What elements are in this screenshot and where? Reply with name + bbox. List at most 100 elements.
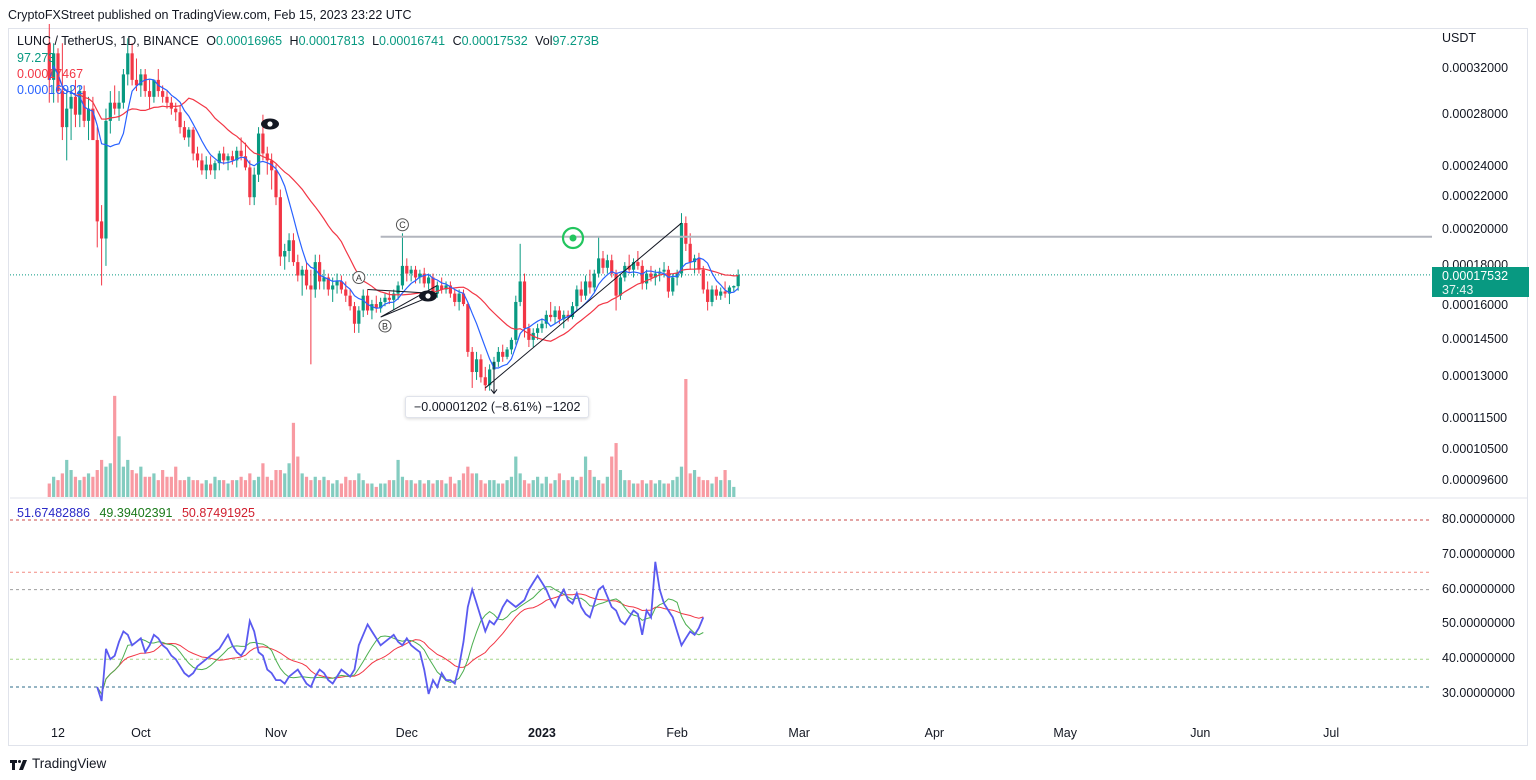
price-axis-tick: 0.00024000 — [1442, 159, 1509, 174]
candle-body — [427, 277, 431, 284]
candle-body — [514, 301, 518, 340]
candle-body — [283, 251, 287, 257]
price-axis-tick: 0.00022000 — [1442, 189, 1509, 204]
volume-bar — [583, 456, 588, 497]
volume-bar — [396, 459, 400, 497]
volume-bar — [400, 476, 405, 497]
volume-layer — [47, 379, 736, 497]
candle-body — [304, 269, 309, 286]
volume-bar — [195, 480, 200, 497]
candle-body — [549, 314, 553, 318]
volume-bar — [365, 483, 370, 497]
volume-bar — [348, 480, 352, 497]
measure-arrow-head — [490, 389, 498, 395]
candle-body — [230, 156, 234, 161]
candle-body — [570, 306, 575, 318]
brand-name: TradingView — [32, 756, 107, 771]
volume-bar — [553, 480, 557, 497]
volume-bar — [209, 483, 213, 497]
volume-bar — [640, 480, 644, 497]
candle-body — [195, 153, 200, 161]
volume-bar — [631, 483, 636, 497]
candle-body — [361, 295, 365, 311]
volume-bar — [579, 476, 583, 497]
candle-body — [684, 223, 688, 244]
volume-bar — [653, 483, 657, 497]
candle-body — [662, 269, 666, 272]
volume-bar — [557, 473, 561, 497]
price-axis-tick: 0.00032000 — [1442, 61, 1509, 75]
volume-bar — [143, 476, 147, 497]
volume-bar — [597, 480, 601, 497]
candle-body — [335, 281, 339, 286]
volume-bar — [649, 480, 653, 497]
volume-bar — [357, 473, 361, 497]
candle-body — [69, 96, 73, 109]
candle-body — [182, 127, 187, 138]
volume-bar — [444, 483, 448, 497]
tradingview-brand[interactable]: TradingView — [10, 756, 106, 771]
last-price-badge: 0.00017532 37:43 — [1432, 267, 1529, 297]
volume-bar — [82, 476, 86, 497]
volume-bar — [296, 456, 300, 497]
volume-bar — [688, 473, 692, 497]
volume-bar — [156, 480, 160, 497]
volume-label: Vol — [535, 34, 553, 48]
candle-body — [618, 277, 623, 296]
volume-bar — [496, 483, 500, 497]
symbol-name[interactable]: LUNC / TetherUS, 1D, BINANCE — [17, 34, 199, 48]
candle-body — [518, 281, 522, 302]
volume-bar — [126, 459, 130, 497]
open-label: O — [206, 34, 216, 48]
rsi-ma-green-value: 49.39402391 — [99, 506, 173, 520]
volume-bar — [592, 476, 596, 497]
candle-body — [134, 79, 139, 86]
ma-blue-value: 0.00016922 — [17, 83, 84, 97]
wave-a-label-circle — [352, 270, 366, 284]
time-axis-tick: Dec — [395, 726, 418, 740]
volume-bar — [570, 476, 575, 497]
candle-body — [174, 108, 178, 113]
target-marker-icon — [561, 226, 585, 250]
rsi-value: 51.67482886 — [17, 506, 90, 520]
candle-body — [688, 243, 692, 263]
volume-bar — [331, 483, 335, 497]
volume-bar — [73, 476, 78, 497]
rsi-ma-green-line — [96, 586, 704, 696]
close-value: 0.00017532 — [461, 34, 528, 48]
candle-body — [605, 260, 609, 268]
volume-bar — [230, 480, 234, 497]
candle-body — [143, 74, 147, 92]
volume-bar — [684, 379, 688, 497]
candle-body — [178, 112, 182, 128]
close-label: C — [452, 34, 462, 48]
candle-body — [357, 310, 361, 324]
candle-body — [409, 269, 413, 274]
candle-body — [614, 273, 618, 296]
candle-body — [339, 281, 343, 290]
candle-body — [152, 79, 156, 97]
volume-bar — [636, 483, 640, 497]
volume-bar — [270, 480, 274, 497]
wave-b-label: B — [382, 322, 388, 332]
volume-bar — [274, 470, 278, 497]
volume-bar — [91, 476, 95, 497]
rsi-legend: 51.67482886 49.39402391 50.87491925 — [17, 506, 261, 520]
volume-bar — [318, 480, 322, 497]
candle-body — [121, 74, 125, 103]
volume-bar — [361, 480, 365, 497]
candle-body — [701, 269, 705, 290]
volume-bar — [95, 470, 99, 497]
volume-bar — [675, 476, 679, 497]
volume-bar — [601, 483, 605, 497]
volume-bar — [427, 480, 431, 497]
wave-b-label-circle — [378, 319, 392, 333]
volume-bar — [540, 483, 544, 497]
candle-body — [65, 108, 69, 128]
candle-body — [243, 156, 248, 168]
candle-body — [104, 120, 108, 239]
volume-bar — [470, 473, 474, 497]
volume-bar — [692, 470, 697, 497]
volume-bar — [518, 473, 522, 497]
